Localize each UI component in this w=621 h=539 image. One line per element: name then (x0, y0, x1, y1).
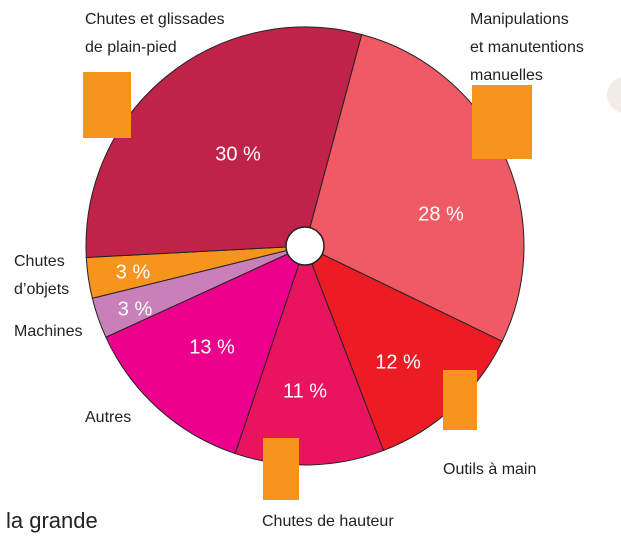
icon (472, 85, 532, 159)
side-button (607, 77, 621, 113)
value-label: 13 % (189, 336, 235, 358)
slice-label: Chutes de hauteur (262, 508, 394, 536)
slice-label: Autres (85, 404, 131, 432)
value-label: 28 % (418, 203, 464, 225)
slice-label: Chutes d’objets (14, 248, 69, 304)
value-label: 3 % (118, 298, 153, 320)
icon (263, 438, 299, 500)
value-label: 12 % (375, 351, 421, 373)
icon (443, 370, 477, 430)
icon (83, 72, 131, 138)
value-label: 11 % (283, 380, 327, 402)
page: 28 % 12 % 11 % 13 % 3 % 3 % 30 % la grande Man… (0, 0, 621, 539)
value-label: 30 % (215, 143, 261, 165)
center-hole (286, 227, 324, 265)
slice-label: Outils à main (443, 456, 536, 484)
fragment-text: la grande (6, 508, 98, 534)
slice-label: Machines (14, 318, 82, 346)
slice-label: Chutes et glissades de plain-pied (85, 6, 225, 62)
slice-label: Manipulations et manutentions manuelles (470, 6, 584, 90)
value-label: 3 % (116, 261, 151, 283)
